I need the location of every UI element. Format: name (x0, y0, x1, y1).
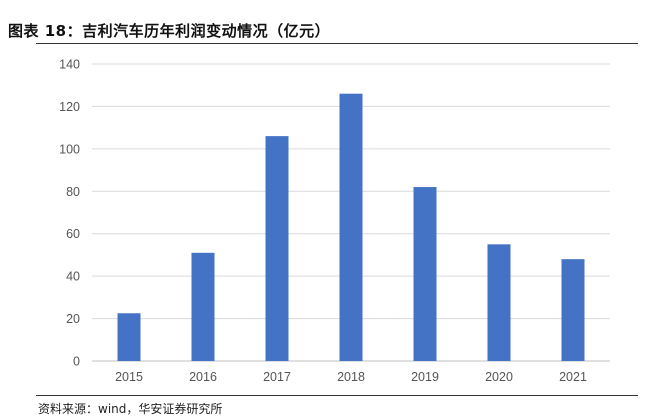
x-tick-label: 2021 (559, 370, 587, 384)
x-tick-label: 2015 (115, 370, 143, 384)
y-tick-label: 100 (59, 142, 80, 156)
y-axis-ticks: 0 20 40 60 80 100 120 140 (59, 58, 80, 369)
bar-2018 (339, 93, 363, 361)
source-note: 资料来源：wind，华安证券研究所 (38, 402, 223, 416)
x-tick-label: 2016 (189, 370, 217, 384)
chart-title: 图表 18：吉利汽车历年利润变动情况（亿元） (8, 22, 331, 40)
y-tick-label: 120 (59, 100, 80, 114)
y-tick-label: 80 (66, 185, 80, 199)
x-tick-label: 2018 (337, 370, 365, 384)
bar-2015 (117, 313, 141, 361)
bar-2020 (487, 244, 511, 361)
bars (117, 93, 585, 361)
y-tick-label: 140 (59, 58, 80, 72)
y-tick-label: 60 (66, 227, 80, 241)
y-tick-label: 0 (73, 355, 80, 369)
x-tick-label: 2020 (485, 370, 513, 384)
title-divider (36, 43, 638, 44)
footer-divider (36, 395, 638, 396)
x-tick-label: 2019 (411, 370, 439, 384)
bar-2017 (265, 136, 289, 361)
x-tick-label: 2017 (263, 370, 291, 384)
y-tick-label: 20 (66, 312, 80, 326)
bar-2019 (413, 187, 437, 361)
x-axis-ticks: 2015 2016 2017 2018 2019 2020 2021 (115, 370, 587, 384)
y-tick-label: 40 (66, 270, 80, 284)
bar-2016 (191, 252, 215, 361)
bar-2021 (561, 259, 585, 361)
